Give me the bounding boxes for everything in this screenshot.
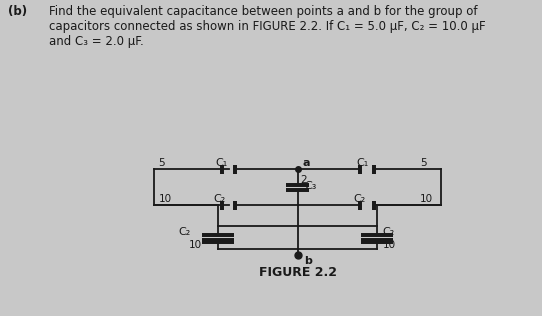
Text: C₃: C₃ xyxy=(304,181,317,191)
Text: 10: 10 xyxy=(158,194,171,204)
Text: C₁: C₁ xyxy=(215,158,228,168)
Text: 2: 2 xyxy=(300,175,307,185)
Text: C₁: C₁ xyxy=(356,158,368,168)
Text: 5: 5 xyxy=(420,158,427,168)
Text: C₂: C₂ xyxy=(383,227,395,237)
Text: (b): (b) xyxy=(8,5,27,18)
Text: 10: 10 xyxy=(189,240,202,250)
Text: FIGURE 2.2: FIGURE 2.2 xyxy=(259,265,337,278)
Text: Find the equivalent capacitance between points a and b for the group of
capacito: Find the equivalent capacitance between … xyxy=(49,5,486,48)
Text: C₂: C₂ xyxy=(353,194,366,204)
Text: 5: 5 xyxy=(158,158,165,168)
Text: 10: 10 xyxy=(420,194,433,204)
Text: C₂: C₂ xyxy=(214,194,226,204)
Text: 10: 10 xyxy=(383,240,396,250)
Text: b: b xyxy=(304,256,312,266)
Text: C₂: C₂ xyxy=(178,227,190,237)
Text: a: a xyxy=(303,158,311,168)
